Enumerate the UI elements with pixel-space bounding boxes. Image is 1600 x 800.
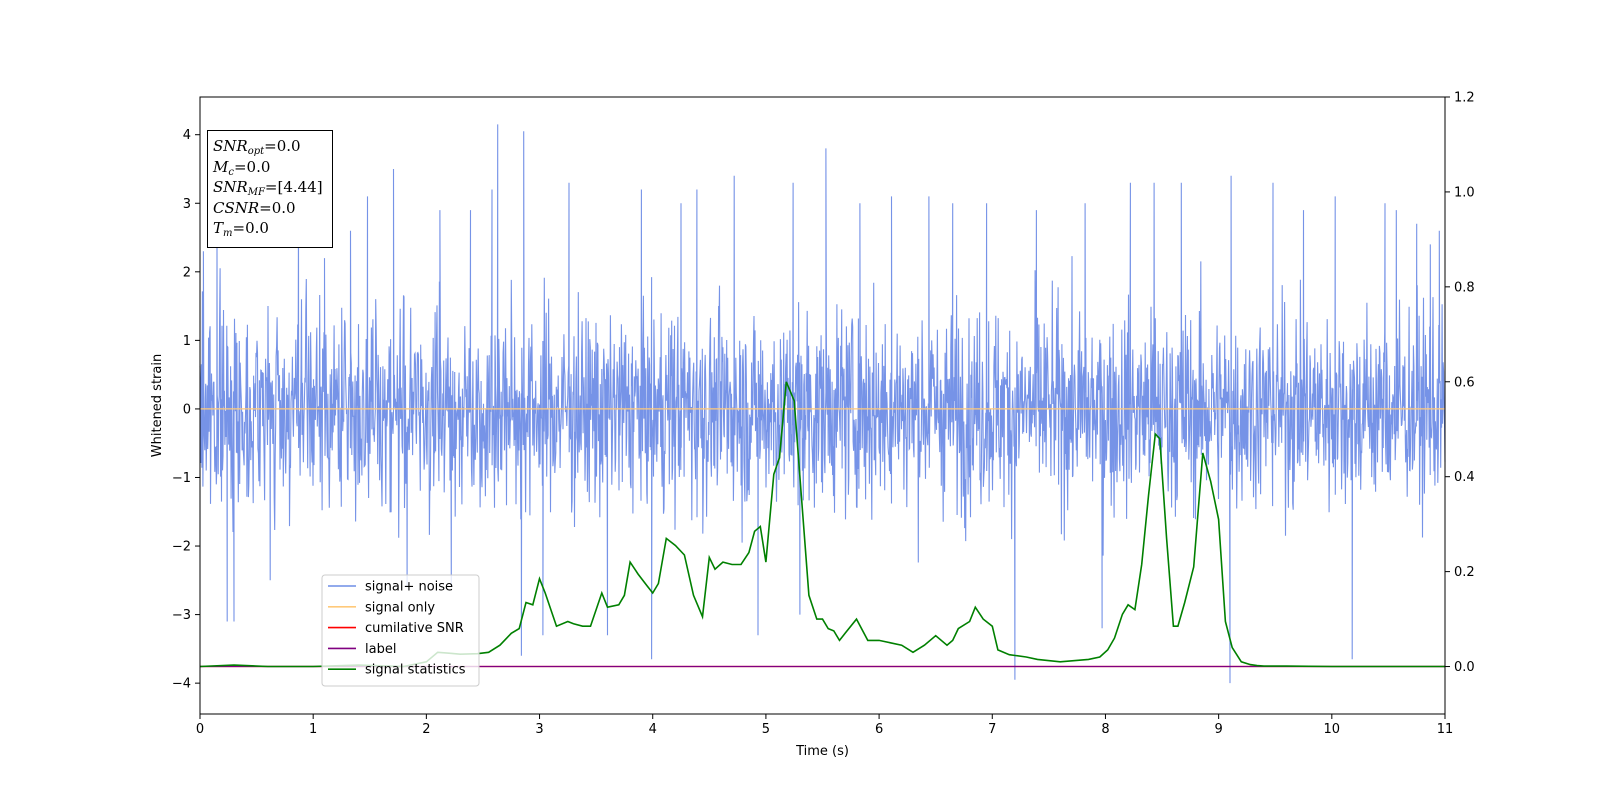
x-axis-ticks: 0 1 2 3 4 5 6 7 8 9 10 11 [196, 714, 1453, 737]
snr-opt-var: SNR [213, 137, 248, 155]
info-csnr: CSNR=0.0 [213, 198, 332, 219]
y2-tick-label: 0.6 [1454, 375, 1475, 390]
plot-frame [199, 96, 1446, 715]
legend-label: signal+ noise [365, 580, 453, 595]
x-tick-label: 1 [309, 722, 317, 737]
csnr-var: CSNR [213, 198, 260, 217]
tm-eq: = [232, 219, 246, 237]
y2-tick-label: 1.2 [1454, 91, 1475, 106]
y2-tick-label: 0.8 [1454, 280, 1475, 295]
y2-tick-label: 0.0 [1454, 660, 1475, 675]
snr-mf-value: [4.44] [277, 178, 323, 196]
y-tick-label: 0 [183, 402, 191, 417]
snr-mf-sub: MF [247, 187, 265, 198]
y2-tick-label: 0.2 [1454, 565, 1475, 580]
y-tick-label: −3 [172, 608, 191, 623]
x-tick-label: 7 [988, 722, 996, 737]
mc-value: 0.0 [246, 157, 271, 176]
info-snr-mf: SNRMF=[4.44] [213, 177, 332, 198]
csnr-eq: = [259, 198, 272, 217]
y-tick-label: −4 [172, 677, 191, 692]
y-tick-label: 3 [183, 197, 191, 212]
x-tick-label: 11 [1437, 722, 1454, 737]
y2-tick-label: 1.0 [1454, 185, 1475, 200]
y-tick-label: 1 [183, 334, 191, 349]
y2-axis-ticks: 0.0 0.2 0.4 0.6 0.8 1.0 1.2 [1445, 91, 1475, 675]
y-tick-label: −2 [172, 540, 191, 555]
x-tick-label: 8 [1101, 722, 1109, 737]
legend-label: signal statistics [365, 663, 466, 678]
legend: signal+ noise signal only cumilative SNR la… [321, 574, 480, 687]
snr-opt-sub: opt [247, 146, 265, 157]
x-tick-label: 3 [535, 722, 543, 737]
info-snr-opt: SNRopt=0.0 [213, 136, 332, 157]
snr-opt-value: 0.0 [276, 137, 301, 155]
x-tick-label: 4 [649, 722, 657, 737]
x-tick-label: 2 [422, 722, 430, 737]
y-tick-label: −1 [172, 471, 191, 486]
x-tick-label: 10 [1324, 722, 1341, 737]
y2-tick-label: 0.4 [1454, 470, 1475, 485]
info-box: SNRopt=0.0 Mc=0.0 SNRMF=[4.44] CSNR=0.0 … [207, 130, 333, 248]
legend-label: label [365, 642, 396, 657]
y-axis-ticks: −4 −3 −2 −1 0 1 2 3 4 [172, 128, 200, 692]
x-axis-label: Time (s) [795, 744, 849, 759]
y-tick-label: 2 [183, 265, 191, 280]
tm-var: T [213, 219, 224, 237]
snr-mf-eq: = [264, 178, 278, 196]
legend-label: cumilative SNR [365, 621, 464, 636]
legend-label: signal only [365, 600, 435, 615]
csnr-value: 0.0 [271, 198, 296, 217]
snr-opt-eq: = [264, 137, 277, 155]
y-axis-label: Whitened strain [150, 354, 165, 457]
mc-eq: = [233, 157, 247, 176]
info-mc: Mc=0.0 [213, 157, 332, 178]
info-tm: Tm=0.0 [213, 218, 332, 239]
x-tick-label: 6 [875, 722, 883, 737]
tm-value: 0.0 [245, 219, 269, 237]
mc-sub: c [228, 166, 234, 178]
series-line-3 [199, 381, 1445, 668]
y-tick-label: 4 [183, 128, 191, 143]
x-tick-label: 5 [762, 722, 770, 737]
mc-var: M [213, 157, 229, 176]
tm-sub: m [223, 228, 233, 239]
x-tick-label: 0 [196, 722, 204, 737]
x-tick-label: 9 [1214, 722, 1222, 737]
legend-box [321, 574, 480, 687]
snr-mf-var: SNR [213, 178, 248, 196]
